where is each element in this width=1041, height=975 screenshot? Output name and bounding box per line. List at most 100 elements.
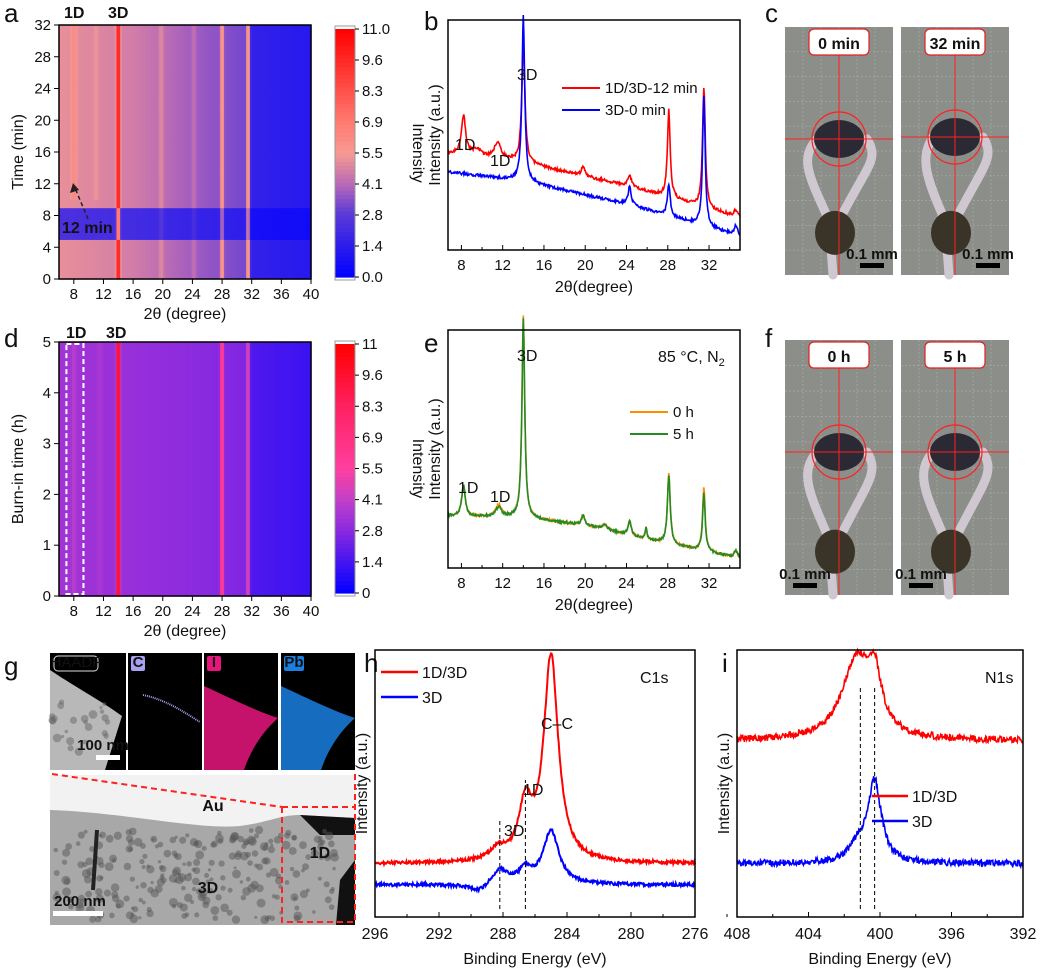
heatmap-cell bbox=[70, 64, 73, 74]
heatmap-cell bbox=[125, 263, 129, 272]
heatmap-cell bbox=[222, 159, 225, 169]
colorbar-segment bbox=[335, 456, 355, 461]
heatmap-cell bbox=[294, 223, 297, 232]
heatmap-cell bbox=[249, 80, 253, 90]
heatmap-cell bbox=[62, 25, 66, 34]
heatmap-cell bbox=[257, 223, 260, 232]
heatmap-cell bbox=[59, 32, 62, 42]
heatmap-cell bbox=[96, 207, 99, 217]
heatmap-cell bbox=[255, 247, 258, 256]
heatmap-cell bbox=[151, 247, 155, 256]
grain bbox=[299, 890, 309, 899]
heatmap-cell bbox=[240, 263, 244, 272]
heatmap-cell bbox=[66, 342, 69, 597]
heatmap-cell bbox=[214, 136, 218, 145]
heatmap-cell bbox=[285, 255, 288, 264]
heatmap-cell bbox=[68, 231, 71, 240]
grain bbox=[318, 835, 323, 841]
heatmap-cell bbox=[231, 215, 234, 225]
heatmap-cell bbox=[142, 167, 145, 177]
heatmap-cell bbox=[114, 342, 118, 597]
heatmap-cell bbox=[136, 342, 140, 597]
panel-label-g: g bbox=[4, 651, 18, 681]
heatmap-cell bbox=[259, 159, 262, 169]
heatmap-cell bbox=[151, 152, 155, 161]
heatmap-cell bbox=[227, 104, 231, 113]
heatmap-cell bbox=[285, 342, 288, 597]
heatmap-cell bbox=[146, 215, 149, 225]
heatmap-cell bbox=[203, 159, 206, 169]
heatmap-cell bbox=[94, 104, 97, 113]
heatmap-cell bbox=[233, 96, 236, 105]
heatmap-cell bbox=[303, 263, 307, 272]
heatmap-cell bbox=[272, 215, 275, 225]
heatmap-cell bbox=[94, 207, 97, 217]
heatmap-cell bbox=[166, 239, 169, 248]
heatmap-cell bbox=[133, 96, 136, 105]
heatmap-cell bbox=[196, 25, 199, 34]
heatmap-cell bbox=[84, 120, 88, 129]
heatmap-cell bbox=[179, 215, 182, 225]
heatmap-cell bbox=[279, 32, 282, 42]
heatmap-cell bbox=[257, 183, 260, 193]
heatmap-cell bbox=[188, 128, 192, 137]
heatmap-cell bbox=[242, 247, 245, 256]
heatmap-cell bbox=[225, 64, 229, 74]
heatmap-cell bbox=[201, 247, 205, 256]
bulb bbox=[931, 210, 971, 255]
heatmap-cell bbox=[159, 199, 162, 209]
heatmap-cell bbox=[136, 32, 140, 42]
heatmap-cell bbox=[142, 144, 145, 153]
heatmap-cell bbox=[144, 175, 147, 185]
heatmap-cell bbox=[177, 239, 181, 248]
heatmap-cell bbox=[264, 72, 268, 82]
heatmap-cell bbox=[220, 40, 223, 50]
heatmap-cell bbox=[151, 25, 155, 34]
heatmap-cell bbox=[251, 88, 255, 98]
heatmap-cell bbox=[305, 215, 308, 225]
heatmap-cell bbox=[151, 64, 155, 74]
heatmap-cell bbox=[131, 136, 134, 145]
scale-bar bbox=[860, 263, 884, 268]
heatmap-cell bbox=[96, 144, 99, 153]
heatmap-cell bbox=[114, 112, 118, 121]
heatmap-cell bbox=[283, 207, 286, 217]
heatmap-cell bbox=[253, 72, 257, 82]
heatmap-cell bbox=[129, 72, 132, 82]
heatmap-cell bbox=[71, 191, 75, 201]
heatmap-cell bbox=[192, 263, 195, 272]
heatmap-cell bbox=[260, 136, 264, 145]
heatmap-cell bbox=[296, 72, 299, 82]
heatmap-cell bbox=[175, 191, 179, 201]
heatmap-cell bbox=[220, 167, 223, 177]
heatmap-cell bbox=[136, 144, 140, 153]
heatmap-cell bbox=[144, 128, 147, 137]
heatmap-cell bbox=[107, 152, 110, 161]
heatmap-cell bbox=[59, 223, 62, 232]
heatmap-cell bbox=[222, 175, 225, 185]
heatmap-cell bbox=[233, 175, 236, 185]
heatmap-cell bbox=[268, 136, 271, 145]
heatmap-cell bbox=[94, 159, 97, 169]
heatmap-cell bbox=[205, 136, 208, 145]
heatmap-cell bbox=[86, 231, 90, 240]
heatmap-cell bbox=[162, 80, 166, 90]
heatmap-cell bbox=[168, 88, 171, 98]
grain bbox=[113, 831, 122, 840]
heatmap-cell bbox=[270, 88, 273, 98]
heatmap-cell bbox=[296, 247, 299, 256]
heatmap-cell bbox=[227, 167, 231, 177]
heatmap-cell bbox=[94, 25, 97, 34]
heatmap-cell bbox=[238, 271, 242, 280]
heatmap-cell bbox=[77, 40, 80, 50]
heatmap-cell bbox=[210, 64, 214, 74]
colorbar-segment bbox=[335, 132, 355, 138]
heatmap-cell bbox=[231, 32, 234, 42]
heatmap-cell bbox=[249, 128, 253, 137]
heatmap-cell bbox=[242, 96, 245, 105]
heatmap-cell bbox=[286, 80, 290, 90]
y-axis-label: Intensity (a.u.) bbox=[427, 398, 444, 499]
heatmap-cell bbox=[129, 56, 132, 66]
heatmap-cell bbox=[155, 48, 158, 58]
heatmap-cell bbox=[194, 271, 197, 280]
